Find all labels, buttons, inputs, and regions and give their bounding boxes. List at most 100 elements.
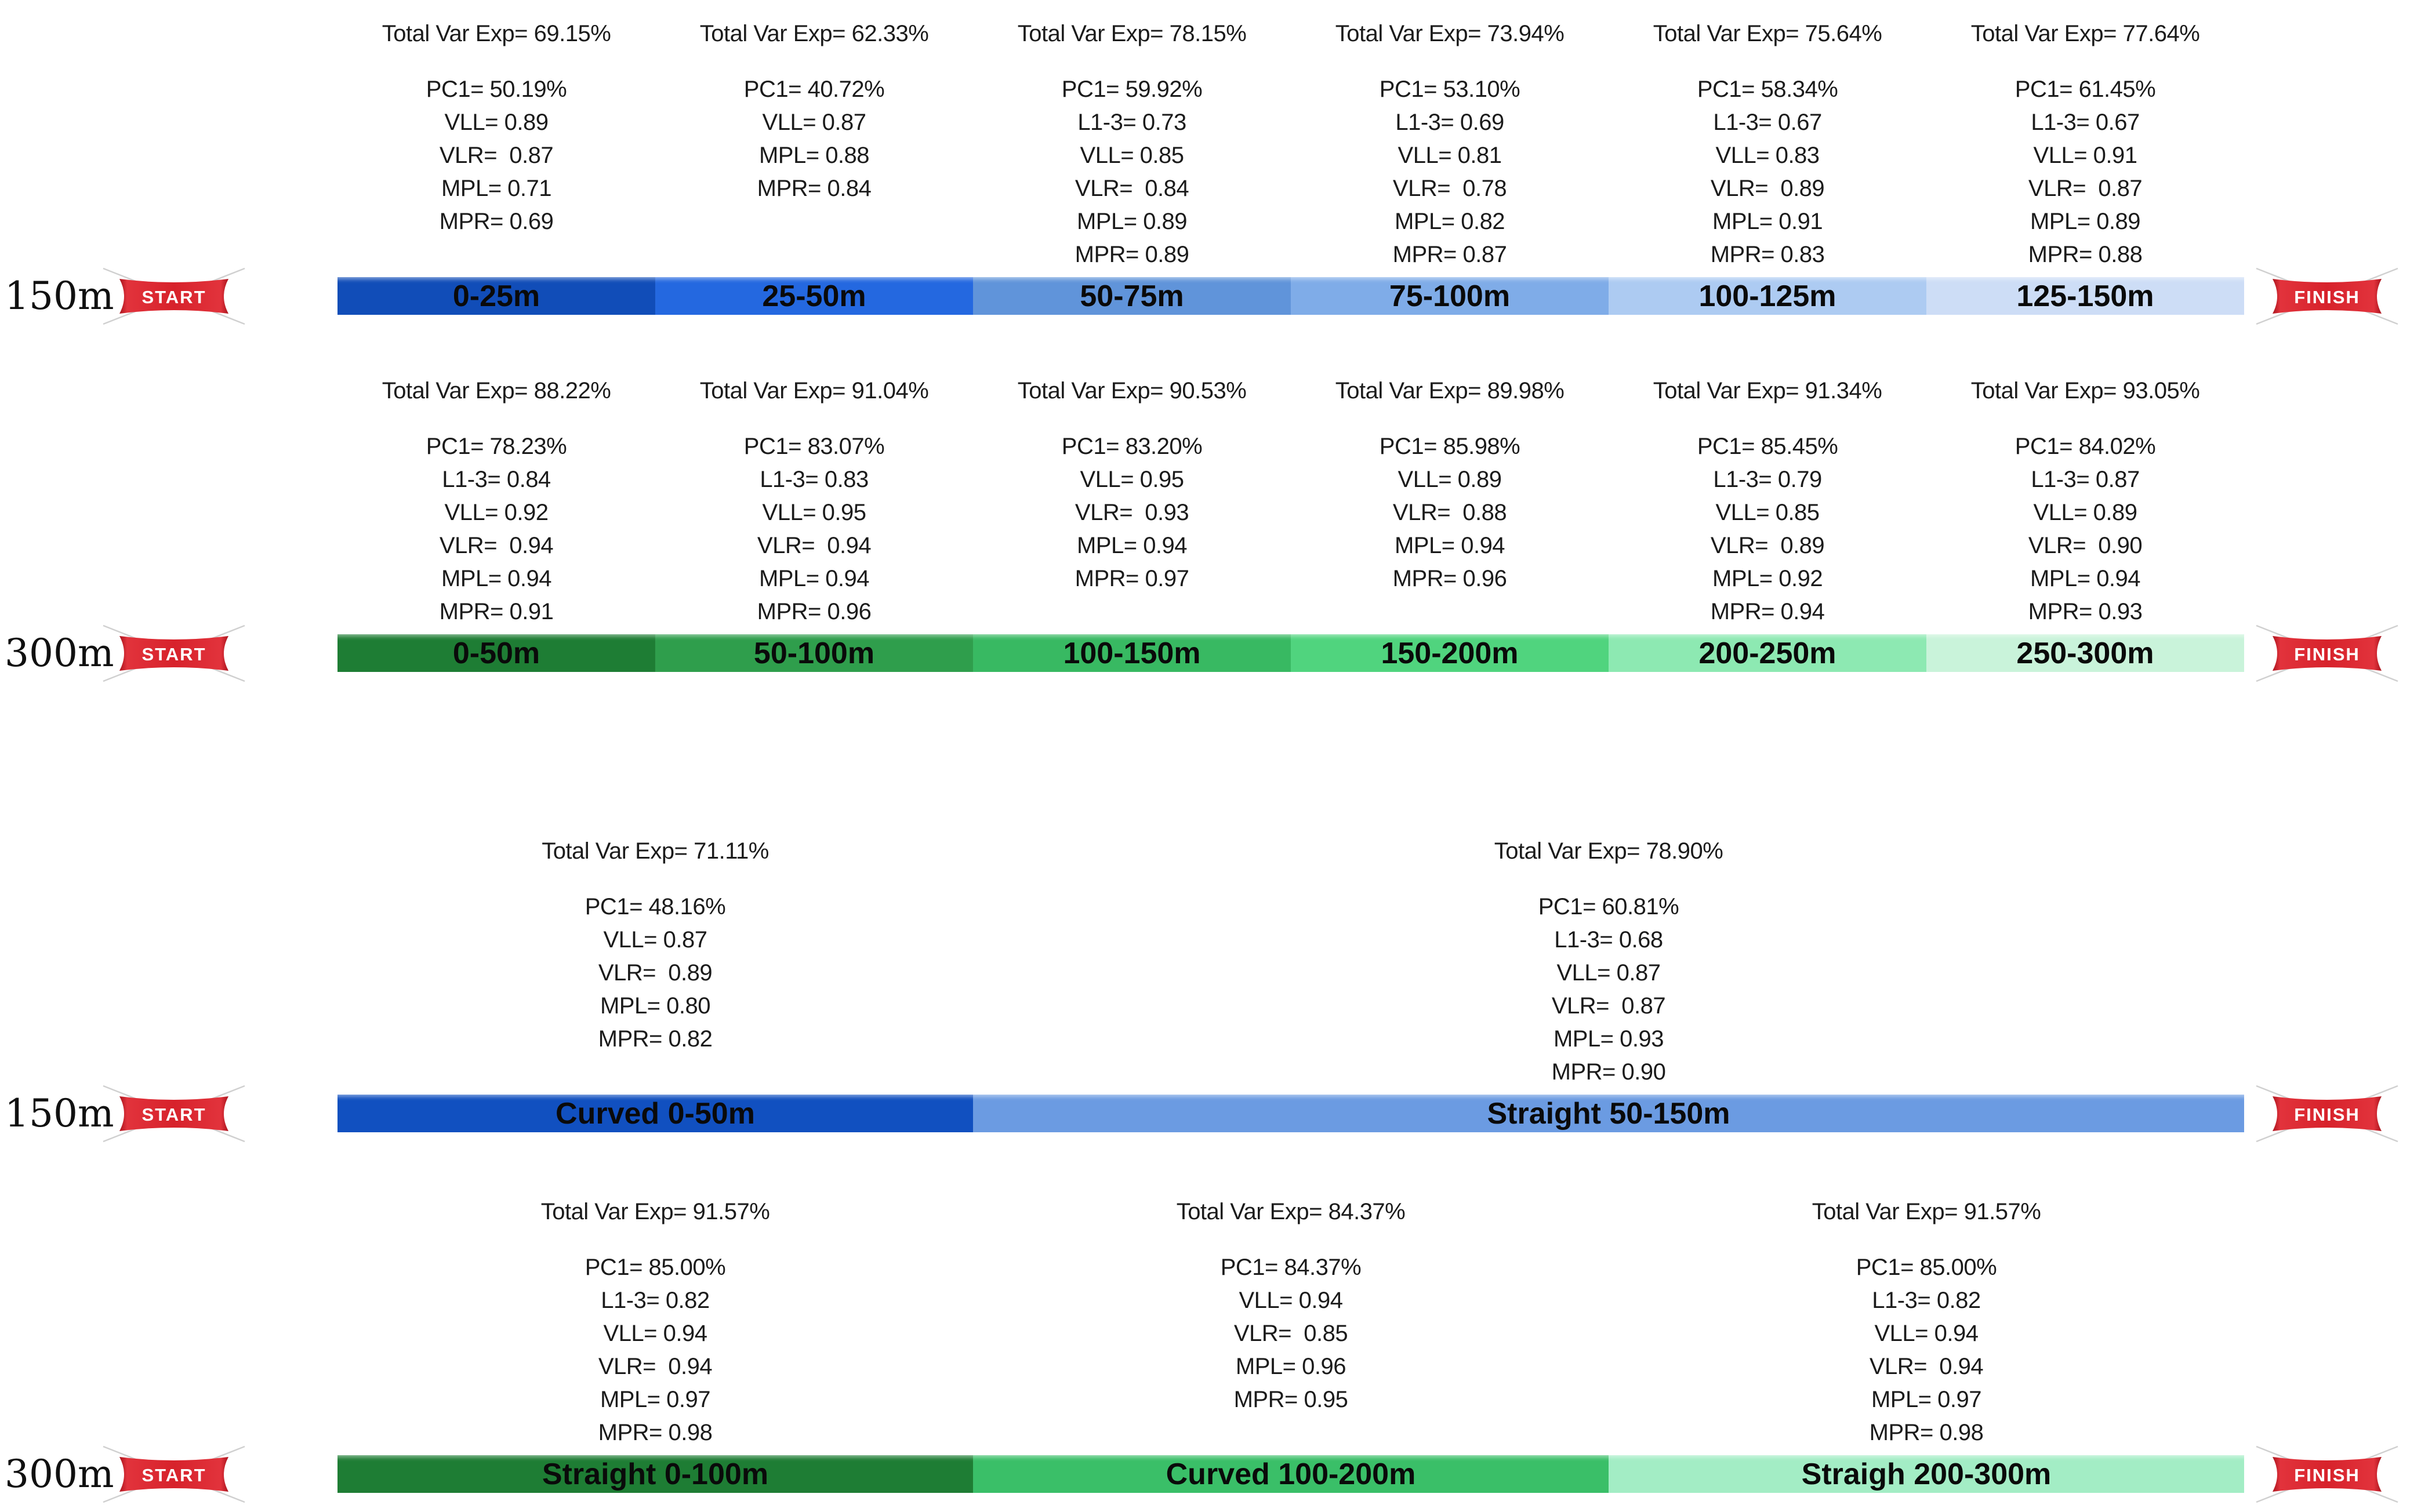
total-var-exp-label: Total Var Exp= 84.37% <box>1176 1199 1406 1224</box>
stat-line: MPL= 0.71 <box>441 176 552 201</box>
stat-line: L1-3= 0.87 <box>2031 467 2140 492</box>
track-bar: 0-50m 50-100m 100-150m 150-200m 200-250m 250-… <box>337 634 2244 672</box>
stat-line: MPL= 0.96 <box>1235 1354 1346 1379</box>
segment-label: 50-100m <box>753 636 875 670</box>
distance-label: 300m <box>5 1451 114 1496</box>
segment-stats-block: Total Var Exp= 62.33% PC1= 40.72% VLL= 0.8… <box>495 17 1133 205</box>
stat-line: VLR= 0.94 <box>598 1354 713 1379</box>
total-var-exp-label: Total Var Exp= 93.05% <box>1970 378 2200 404</box>
finish-banner-label: FINISH <box>2294 287 2360 307</box>
stats-spacer <box>972 1228 1610 1251</box>
stat-line: VLL= 0.87 <box>1556 960 1661 986</box>
segment-label: 100-150m <box>1063 636 1201 670</box>
track-segment: 100-125m <box>1609 277 1926 315</box>
stat-line: PC1= 84.37% <box>1220 1255 1362 1280</box>
total-var-exp-label: Total Var Exp= 88.22% <box>382 378 611 404</box>
stat-line: VLL= 0.92 <box>444 500 549 525</box>
total-var-exp-label: Total Var Exp= 91.04% <box>699 378 929 404</box>
stat-line: VLR= 0.94 <box>1869 1354 1984 1379</box>
stat-line: MPR= 0.94 <box>1710 599 1825 624</box>
finish-banner-label: FINISH <box>2294 644 2360 664</box>
stat-line: L1-3= 0.82 <box>601 1288 710 1313</box>
stats-spacer <box>1290 868 1928 891</box>
stat-line: MPR= 0.98 <box>1869 1420 1984 1445</box>
stat-line: VLL= 0.85 <box>1080 143 1185 168</box>
total-var-exp-label: Total Var Exp= 77.64% <box>1970 21 2200 46</box>
segment-label: Straigh 200-300m <box>1801 1457 2052 1491</box>
segment-stats-block: Total Var Exp= 69.15% PC1= 50.19% VLL= 0.8… <box>177 17 815 238</box>
distance-label: 300m <box>5 630 114 675</box>
total-var-exp-label: Total Var Exp= 73.94% <box>1335 21 1565 46</box>
stat-line: MPR= 0.83 <box>1710 242 1825 267</box>
stat-line: L1-3= 0.69 <box>1395 110 1504 135</box>
start-banner-label: START <box>141 1104 206 1125</box>
stat-line: VLR= 0.87 <box>1551 993 1666 1019</box>
segment-label: Straight 50-150m <box>1487 1096 1730 1131</box>
total-var-exp-label: Total Var Exp= 91.57% <box>1812 1199 2041 1224</box>
stat-line: MPR= 0.89 <box>1075 242 1189 267</box>
total-var-exp-label: Total Var Exp= 89.98% <box>1335 378 1565 404</box>
stat-line: L1-3= 0.67 <box>2031 110 2140 135</box>
stat-line: PC1= 58.34% <box>1697 77 1838 102</box>
stat-line: VLL= 0.89 <box>1398 467 1502 492</box>
stat-line: MPL= 0.89 <box>1076 209 1188 234</box>
stat-line: VLR= 0.88 <box>1392 500 1507 525</box>
stat-line: MPR= 0.93 <box>2028 599 2143 624</box>
stat-line: PC1= 78.23% <box>426 434 567 459</box>
track-segment: Straight 0-100m <box>337 1455 973 1493</box>
track-bar: Straight 0-100m Curved 100-200m Straigh 20… <box>337 1455 2244 1493</box>
stat-line: MPL= 0.88 <box>758 143 870 168</box>
track-segment: 125-150m <box>1926 277 2244 315</box>
finish-banner-label: FINISH <box>2294 1465 2360 1485</box>
stat-line: MPL= 0.94 <box>758 566 870 591</box>
stat-line: PC1= 48.16% <box>585 894 726 919</box>
segment-label: 150-200m <box>1381 636 1519 670</box>
start-ribbon-icon <box>119 635 228 671</box>
stat-line: VLL= 0.94 <box>1874 1321 1979 1346</box>
start-banner-label: START <box>141 287 206 307</box>
segment-stats-block: Total Var Exp= 88.22% PC1= 78.23% L1-3= 0.… <box>177 375 815 628</box>
stat-line: MPL= 0.97 <box>600 1387 711 1412</box>
total-var-exp-label: Total Var Exp= 75.64% <box>1653 21 1882 46</box>
stat-line: VLR= 0.89 <box>1710 533 1825 558</box>
stat-line: VLL= 0.91 <box>2033 143 2138 168</box>
segment-label: Curved 100-200m <box>1166 1457 1416 1491</box>
stat-line: MPR= 0.82 <box>598 1026 713 1052</box>
finish-banner-label: FINISH <box>2294 1104 2360 1125</box>
segment-label: Straight 0-100m <box>542 1457 769 1491</box>
track-segment: 75-100m <box>1291 277 1609 315</box>
distance-label: 150m <box>5 1091 114 1136</box>
stat-line: MPR= 0.97 <box>1075 566 1189 591</box>
track-segment: Straight 50-150m <box>972 1095 2244 1132</box>
segment-stats-block: Total Var Exp= 75.64% PC1= 58.34% L1-3= 0.… <box>1449 17 2086 271</box>
stat-line: VLR= 0.78 <box>1392 176 1507 201</box>
stat-line: VLL= 0.81 <box>1398 143 1502 168</box>
start-banner: START <box>103 267 245 325</box>
stat-line: VLR= 0.94 <box>757 533 872 558</box>
stat-line: L1-3= 0.82 <box>1872 1288 1981 1313</box>
stat-line: PC1= 40.72% <box>743 77 885 102</box>
stat-line: L1-3= 0.83 <box>760 467 869 492</box>
segment-label: 50-75m <box>1080 279 1184 313</box>
segment-label: 75-100m <box>1389 279 1511 313</box>
stat-line: VLL= 0.89 <box>444 110 549 135</box>
stat-line: PC1= 83.07% <box>743 434 885 459</box>
segment-label: 200-250m <box>1698 636 1836 670</box>
stat-line: MPL= 0.97 <box>1871 1387 1982 1412</box>
total-var-exp-label: Total Var Exp= 91.57% <box>540 1199 770 1224</box>
start-banner: START <box>103 624 245 682</box>
segment-label: 100-125m <box>1698 279 1836 313</box>
stat-line: PC1= 85.98% <box>1379 434 1520 459</box>
stat-line: PC1= 85.45% <box>1697 434 1838 459</box>
stat-line: PC1= 85.00% <box>1856 1255 1997 1280</box>
segment-label: Curved 0-50m <box>556 1096 755 1131</box>
start-banner-label: START <box>141 644 206 664</box>
stat-line: MPR= 0.87 <box>1392 242 1507 267</box>
track-bar: Curved 0-50m Straight 50-150m <box>337 1095 2244 1132</box>
finish-ribbon-icon <box>2273 1096 2382 1131</box>
stat-line: MPR= 0.95 <box>1233 1387 1348 1412</box>
stat-line: MPL= 0.94 <box>441 566 552 591</box>
segment-label: 125-150m <box>2016 279 2154 313</box>
total-var-exp-label: Total Var Exp= 69.15% <box>382 21 611 46</box>
track-segment: 100-150m <box>973 634 1291 672</box>
